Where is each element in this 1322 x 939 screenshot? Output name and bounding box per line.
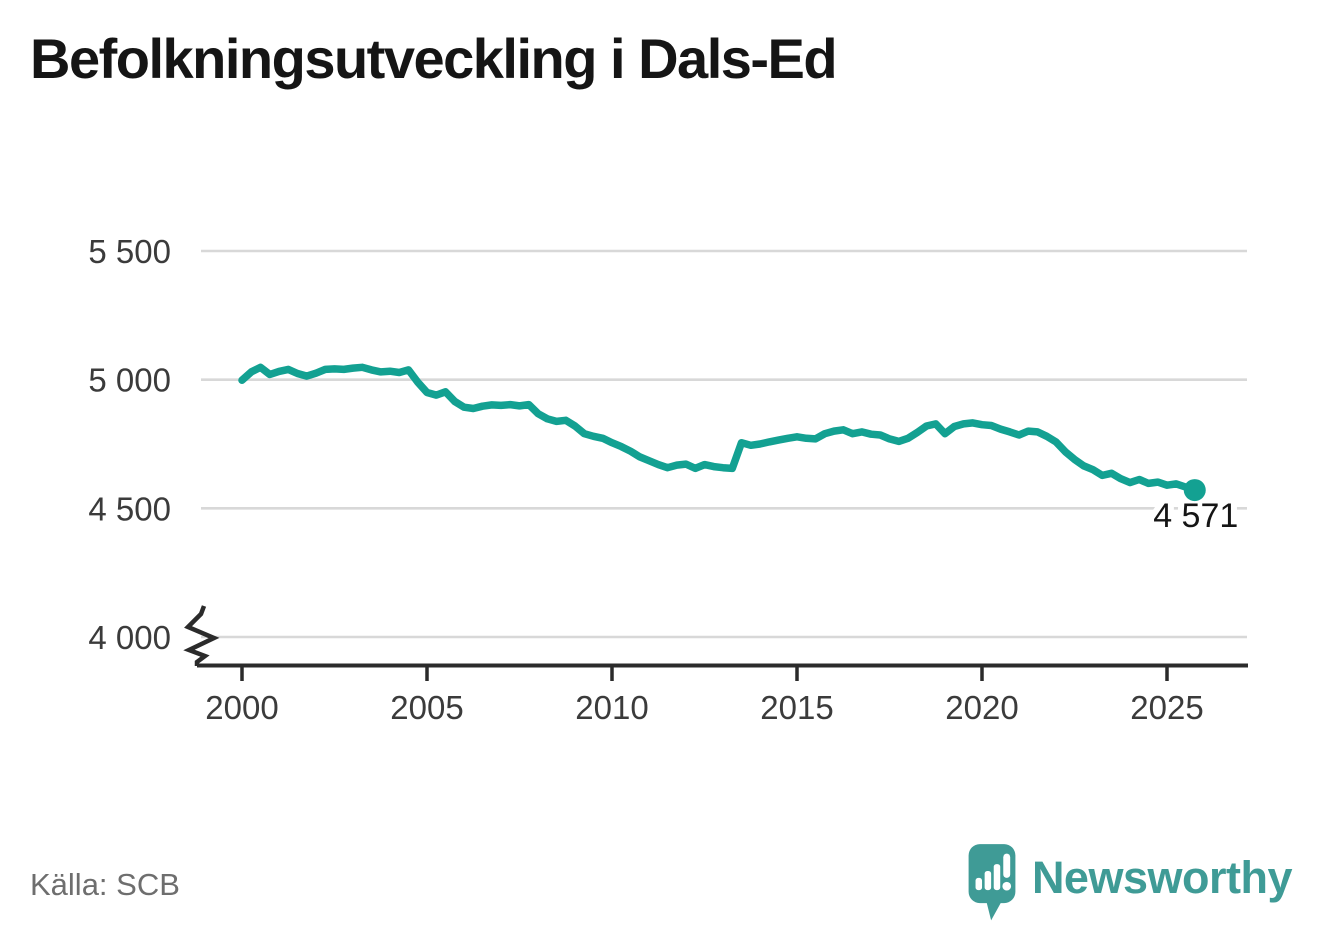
y-tick-label: 5 000 [88,362,171,399]
y-tick-label: 4 000 [88,619,171,656]
x-tick-label: 2025 [1130,689,1203,726]
x-tick-label: 2005 [390,689,463,726]
newsworthy-wordmark: Newsworthy [1031,851,1293,903]
y-tick-label: 4 500 [88,490,171,527]
axis-break-icon [183,605,220,666]
x-tick-label: 2020 [945,689,1018,726]
newsworthy-logo-icon [968,844,1016,921]
newsworthy-logo[interactable]: Newsworthy [966,842,1293,926]
end-point-marker [1183,479,1206,502]
x-tick-label: 2015 [760,689,833,726]
population-line-series [238,363,1199,494]
source-label: Källa: SCB [30,867,180,902]
x-tick-label: 2000 [205,689,278,726]
page-title: Befolkningsutveckling i Dals-Ed [30,27,838,90]
y-tick-label: 5 500 [88,233,171,270]
end-value-label: 4 571 [1153,497,1238,535]
x-tick-label: 2010 [575,689,648,726]
